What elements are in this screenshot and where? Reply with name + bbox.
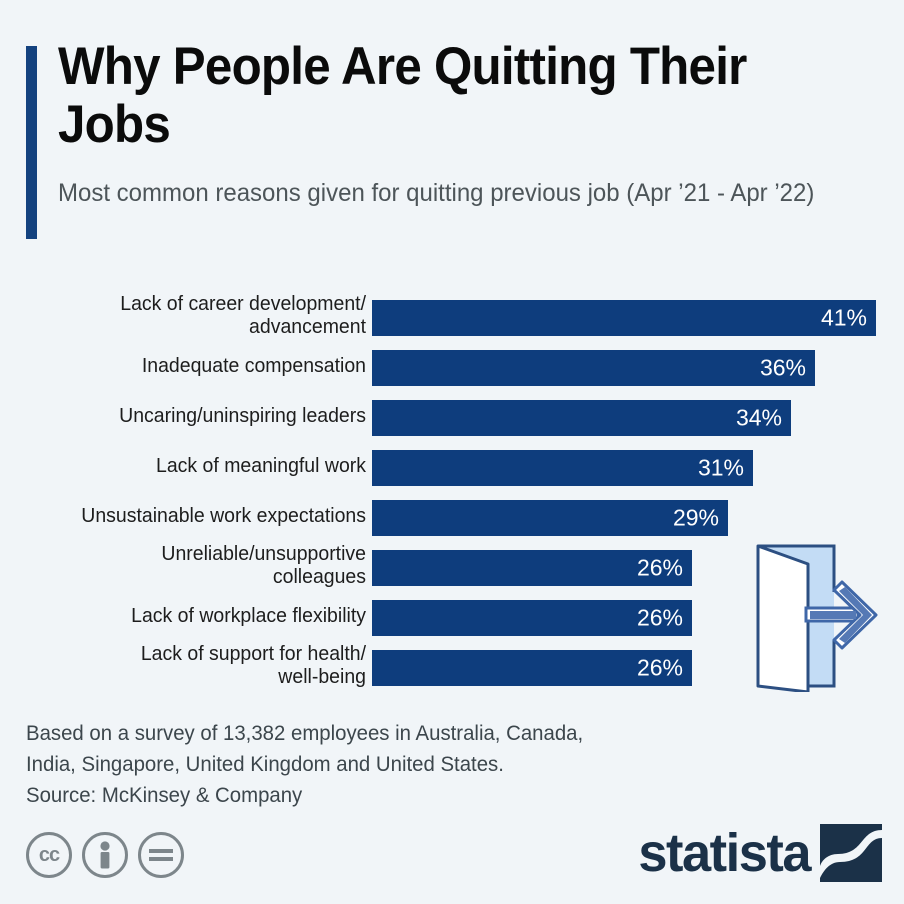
chart-bar: 29% [372, 500, 728, 536]
chart-bar: 31% [372, 450, 753, 486]
chart-row-label-line2: advancement [249, 315, 366, 338]
exit-door-arrow-icon [742, 540, 892, 694]
chart-bar-value: 26% [636, 654, 683, 681]
chart-row: Lack of workplace flexibility 26% [0, 592, 904, 636]
footnote: Based on a survey of 13,382 employees in… [26, 718, 705, 811]
page-subtitle: Most common reasons given for quitting p… [58, 179, 815, 207]
chart-row-label: Inadequate compensation [141, 354, 366, 377]
attribution-person-icon [82, 832, 128, 878]
chart-row: Inadequate compensation 36% [0, 342, 904, 386]
chart-bar-value: 26% [636, 604, 683, 631]
chart-row-label: Lack of career development/advancement [120, 292, 366, 338]
footnote-line-2: India, Singapore, United Kingdom and Uni… [26, 753, 504, 776]
cc-badge-label: cc [38, 843, 60, 866]
chart-bar-value: 29% [672, 504, 719, 531]
chart-row-label: Unsustainable work expectations [81, 504, 366, 527]
chart-bar-value: 34% [735, 404, 782, 431]
chart-row: Unreliable/unsupportive colleagues 26% [0, 542, 904, 588]
chart-bar-value: 41% [820, 304, 867, 331]
statista-wordmark: statista [638, 823, 811, 883]
title-accent-bar [26, 46, 37, 239]
chart-row-label: Lack of workplace flexibility [131, 604, 366, 627]
header: Why People Are Quitting Their Jobs Most … [0, 0, 904, 260]
chart-bar-value: 31% [697, 454, 744, 481]
chart-row: Unsustainable work expectations 29% [0, 492, 904, 536]
chart-bar: 26% [372, 550, 692, 586]
no-derivatives-equals-icon [138, 832, 184, 878]
chart-row: Lack of career development/advancement 41… [0, 292, 904, 338]
chart-bar: 36% [372, 350, 815, 386]
chart-row-label: Uncaring/uninspiring leaders [119, 404, 367, 427]
statista-mark-icon [820, 824, 882, 882]
bar-chart: Lack of career development/advancement 41… [0, 292, 904, 692]
chart-row: Lack of meaningful work 31% [0, 442, 904, 486]
chart-row-label-line2: well-being [278, 665, 366, 688]
creative-commons-icon: cc [26, 832, 72, 878]
footnote-source: Source: McKinsey & Company [26, 784, 303, 807]
chart-bar-value: 26% [636, 554, 683, 581]
chart-row: Uncaring/uninspiring leaders 34% [0, 392, 904, 436]
chart-row: Lack of support for health/well-being 26% [0, 642, 904, 688]
chart-row-label: Unreliable/unsupportive colleagues [161, 542, 366, 588]
chart-bar: 26% [372, 600, 692, 636]
chart-row-label: Lack of meaningful work [155, 454, 366, 477]
statista-logo: statista [633, 824, 882, 882]
chart-bar: 26% [372, 650, 692, 686]
chart-row-label: Lack of support for health/well-being [140, 642, 366, 688]
page-title: Why People Are Quitting Their Jobs [58, 37, 747, 154]
chart-bar-value: 36% [759, 354, 806, 381]
chart-bar: 41% [372, 300, 876, 336]
footnote-line-1: Based on a survey of 13,382 employees in… [26, 722, 584, 745]
chart-row-label-line2: colleagues [272, 565, 366, 588]
chart-bar: 34% [372, 400, 791, 436]
creative-commons-badges: cc [26, 832, 184, 878]
